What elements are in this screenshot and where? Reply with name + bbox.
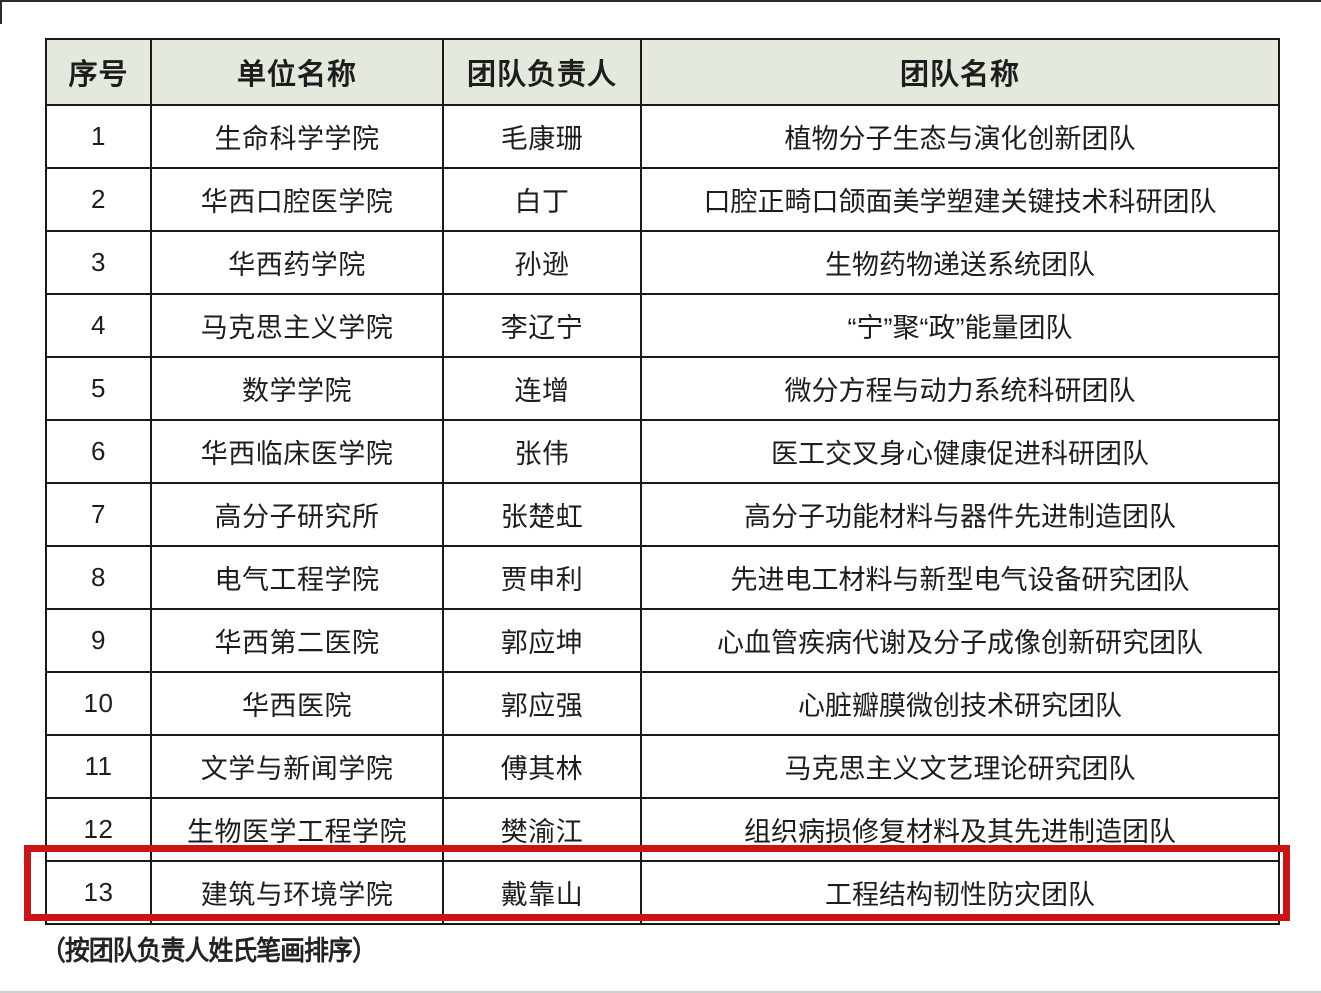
cell-seq: 8: [45, 545, 152, 610]
cell-team: 口腔正畸口颌面美学塑建关键技术科研团队: [640, 167, 1280, 232]
cell-seq: 11: [45, 734, 152, 799]
table-row: 3 华西药学院 孙逊 生物药物递送系统团队: [45, 230, 1280, 295]
table-row: 2 华西口腔医学院 白丁 口腔正畸口颌面美学塑建关键技术科研团队: [45, 167, 1280, 232]
cell-team: 植物分子生态与演化创新团队: [640, 104, 1280, 169]
cell-unit: 文学与新闻学院: [150, 734, 444, 799]
table-row: 9 华西第二医院 郭应坤 心血管疾病代谢及分子成像创新研究团队: [45, 608, 1280, 673]
cell-lead: 傅其林: [442, 734, 642, 799]
cell-seq: 3: [45, 230, 152, 295]
cell-team: 微分方程与动力系统科研团队: [640, 356, 1280, 421]
table-row: 8 电气工程学院 贾申利 先进电工材料与新型电气设备研究团队: [45, 545, 1280, 610]
cell-team: 工程结构韧性防灾团队: [640, 860, 1280, 925]
cell-lead: 李辽宁: [442, 293, 642, 358]
cell-seq: 12: [45, 797, 152, 862]
cell-unit: 生命科学学院: [150, 104, 444, 169]
cell-lead: 张楚虹: [442, 482, 642, 547]
award-team-table: 序号 单位名称 团队负责人 团队名称 1 生命科学学院 毛康珊 植物分子生态与演化创新…: [45, 38, 1280, 925]
award-table-container: 序号 单位名称 团队负责人 团队名称 1 生命科学学院 毛康珊 植物分子生态与演化创新…: [45, 38, 1280, 925]
cell-unit: 生物医学工程学院: [150, 797, 444, 862]
cell-lead: 郭应强: [442, 671, 642, 736]
cell-unit: 华西第二医院: [150, 608, 444, 673]
cell-seq: 13: [45, 860, 152, 925]
table-row: 5 数学学院 连增 微分方程与动力系统科研团队: [45, 356, 1280, 421]
page-edge-bottom: [0, 991, 1321, 993]
cell-seq: 9: [45, 608, 152, 673]
column-header-unit: 单位名称: [150, 38, 444, 106]
cell-unit: 华西临床医学院: [150, 419, 444, 484]
cell-team: 高分子功能材料与器件先进制造团队: [640, 482, 1280, 547]
page-edge-top: [0, 0, 1321, 2]
table-row: 13 建筑与环境学院 戴靠山 工程结构韧性防灾团队: [45, 860, 1280, 925]
cell-team: 先进电工材料与新型电气设备研究团队: [640, 545, 1280, 610]
table-row: 11 文学与新闻学院 傅其林 马克思主义文艺理论研究团队: [45, 734, 1280, 799]
cell-unit: 电气工程学院: [150, 545, 444, 610]
cell-lead: 樊渝江: [442, 797, 642, 862]
table-row: 12 生物医学工程学院 樊渝江 组织病损修复材料及其先进制造团队: [45, 797, 1280, 862]
cell-lead: 孙逊: [442, 230, 642, 295]
cell-lead: 贾申利: [442, 545, 642, 610]
footnote-sort-order: （按团队负责人姓氏笔画排序）: [41, 936, 377, 966]
table-row: 10 华西医院 郭应强 心脏瓣膜微创技术研究团队: [45, 671, 1280, 736]
cell-team: 医工交叉身心健康促进科研团队: [640, 419, 1280, 484]
cell-team: 组织病损修复材料及其先进制造团队: [640, 797, 1280, 862]
column-header-seq: 序号: [45, 38, 152, 106]
table-header-row: 序号 单位名称 团队负责人 团队名称: [45, 38, 1280, 106]
cell-lead: 连增: [442, 356, 642, 421]
page-edge-left: [0, 0, 2, 24]
cell-lead: 毛康珊: [442, 104, 642, 169]
cell-unit: 华西医院: [150, 671, 444, 736]
cell-team: 心脏瓣膜微创技术研究团队: [640, 671, 1280, 736]
column-header-team: 团队名称: [640, 38, 1280, 106]
table-header: 序号 单位名称 团队负责人 团队名称: [45, 38, 1280, 106]
cell-unit: 数学学院: [150, 356, 444, 421]
cell-seq: 4: [45, 293, 152, 358]
cell-seq: 10: [45, 671, 152, 736]
table-row: 4 马克思主义学院 李辽宁 “宁”聚“政”能量团队: [45, 293, 1280, 358]
cell-team: 心血管疾病代谢及分子成像创新研究团队: [640, 608, 1280, 673]
cell-unit: 高分子研究所: [150, 482, 444, 547]
cell-seq: 5: [45, 356, 152, 421]
table-row: 1 生命科学学院 毛康珊 植物分子生态与演化创新团队: [45, 104, 1280, 169]
cell-unit: 马克思主义学院: [150, 293, 444, 358]
cell-lead: 郭应坤: [442, 608, 642, 673]
cell-lead: 张伟: [442, 419, 642, 484]
table-row: 7 高分子研究所 张楚虹 高分子功能材料与器件先进制造团队: [45, 482, 1280, 547]
cell-lead: 戴靠山: [442, 860, 642, 925]
cell-unit: 华西口腔医学院: [150, 167, 444, 232]
cell-lead: 白丁: [442, 167, 642, 232]
table-body: 1 生命科学学院 毛康珊 植物分子生态与演化创新团队 2 华西口腔医学院 白丁 口腔正畸口颌面…: [45, 104, 1280, 925]
cell-seq: 7: [45, 482, 152, 547]
cell-unit: 建筑与环境学院: [150, 860, 444, 925]
cell-seq: 2: [45, 167, 152, 232]
cell-team: 生物药物递送系统团队: [640, 230, 1280, 295]
cell-unit: 华西药学院: [150, 230, 444, 295]
cell-team: 马克思主义文艺理论研究团队: [640, 734, 1280, 799]
column-header-lead: 团队负责人: [442, 38, 642, 106]
cell-team: “宁”聚“政”能量团队: [640, 293, 1280, 358]
cell-seq: 6: [45, 419, 152, 484]
table-row: 6 华西临床医学院 张伟 医工交叉身心健康促进科研团队: [45, 419, 1280, 484]
cell-seq: 1: [45, 104, 152, 169]
